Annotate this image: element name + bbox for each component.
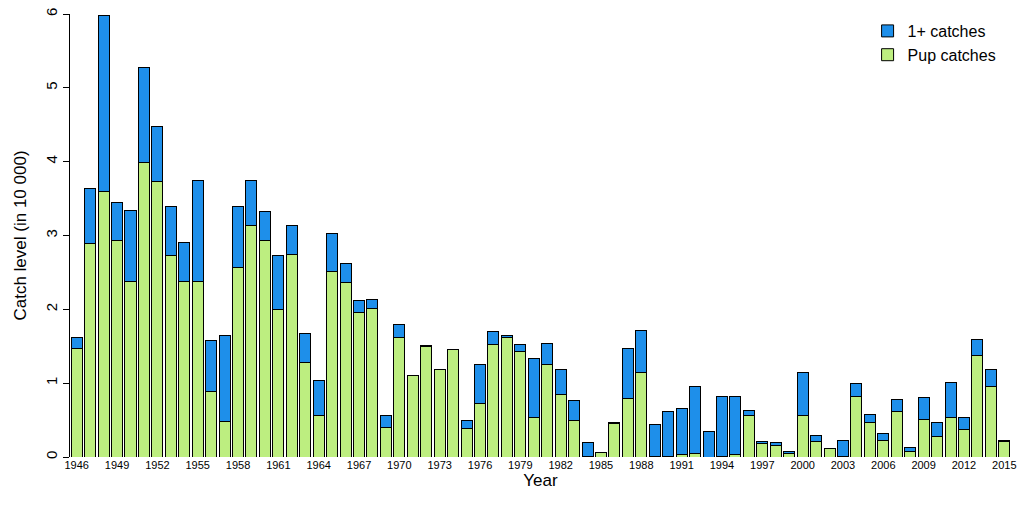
svg-text:1958: 1958 bbox=[226, 459, 250, 471]
svg-text:2009: 2009 bbox=[911, 459, 935, 471]
svg-text:1967: 1967 bbox=[347, 459, 371, 471]
svg-text:1988: 1988 bbox=[629, 459, 653, 471]
svg-text:1982: 1982 bbox=[548, 459, 572, 471]
svg-text:2006: 2006 bbox=[871, 459, 895, 471]
svg-text:1955: 1955 bbox=[185, 459, 209, 471]
svg-text:1964: 1964 bbox=[306, 459, 330, 471]
svg-text:Year: Year bbox=[523, 471, 558, 490]
svg-text:1952: 1952 bbox=[145, 459, 169, 471]
svg-text:0: 0 bbox=[43, 451, 60, 459]
svg-text:4: 4 bbox=[43, 155, 60, 163]
svg-text:2003: 2003 bbox=[831, 459, 855, 471]
svg-text:2000: 2000 bbox=[790, 459, 814, 471]
svg-text:1994: 1994 bbox=[710, 459, 734, 471]
svg-text:1: 1 bbox=[43, 377, 60, 385]
svg-text:2: 2 bbox=[43, 303, 60, 311]
svg-text:2012: 2012 bbox=[952, 459, 976, 471]
svg-text:3: 3 bbox=[43, 229, 60, 237]
svg-text:5: 5 bbox=[43, 81, 60, 89]
svg-text:2015: 2015 bbox=[992, 459, 1016, 471]
svg-text:1976: 1976 bbox=[468, 459, 492, 471]
svg-text:1946: 1946 bbox=[64, 459, 88, 471]
svg-text:1991: 1991 bbox=[669, 459, 693, 471]
svg-text:1979: 1979 bbox=[508, 459, 532, 471]
svg-text:1949: 1949 bbox=[105, 459, 129, 471]
svg-text:1973: 1973 bbox=[427, 459, 451, 471]
svg-text:Catch level (in 10 000): Catch level (in 10 000) bbox=[11, 150, 30, 320]
svg-text:1+ catches: 1+ catches bbox=[908, 23, 986, 40]
svg-text:6: 6 bbox=[43, 8, 60, 16]
svg-text:Pup catches: Pup catches bbox=[908, 47, 996, 64]
svg-text:1997: 1997 bbox=[750, 459, 774, 471]
svg-text:1970: 1970 bbox=[387, 459, 411, 471]
svg-text:1985: 1985 bbox=[589, 459, 613, 471]
svg-text:1961: 1961 bbox=[266, 459, 290, 471]
